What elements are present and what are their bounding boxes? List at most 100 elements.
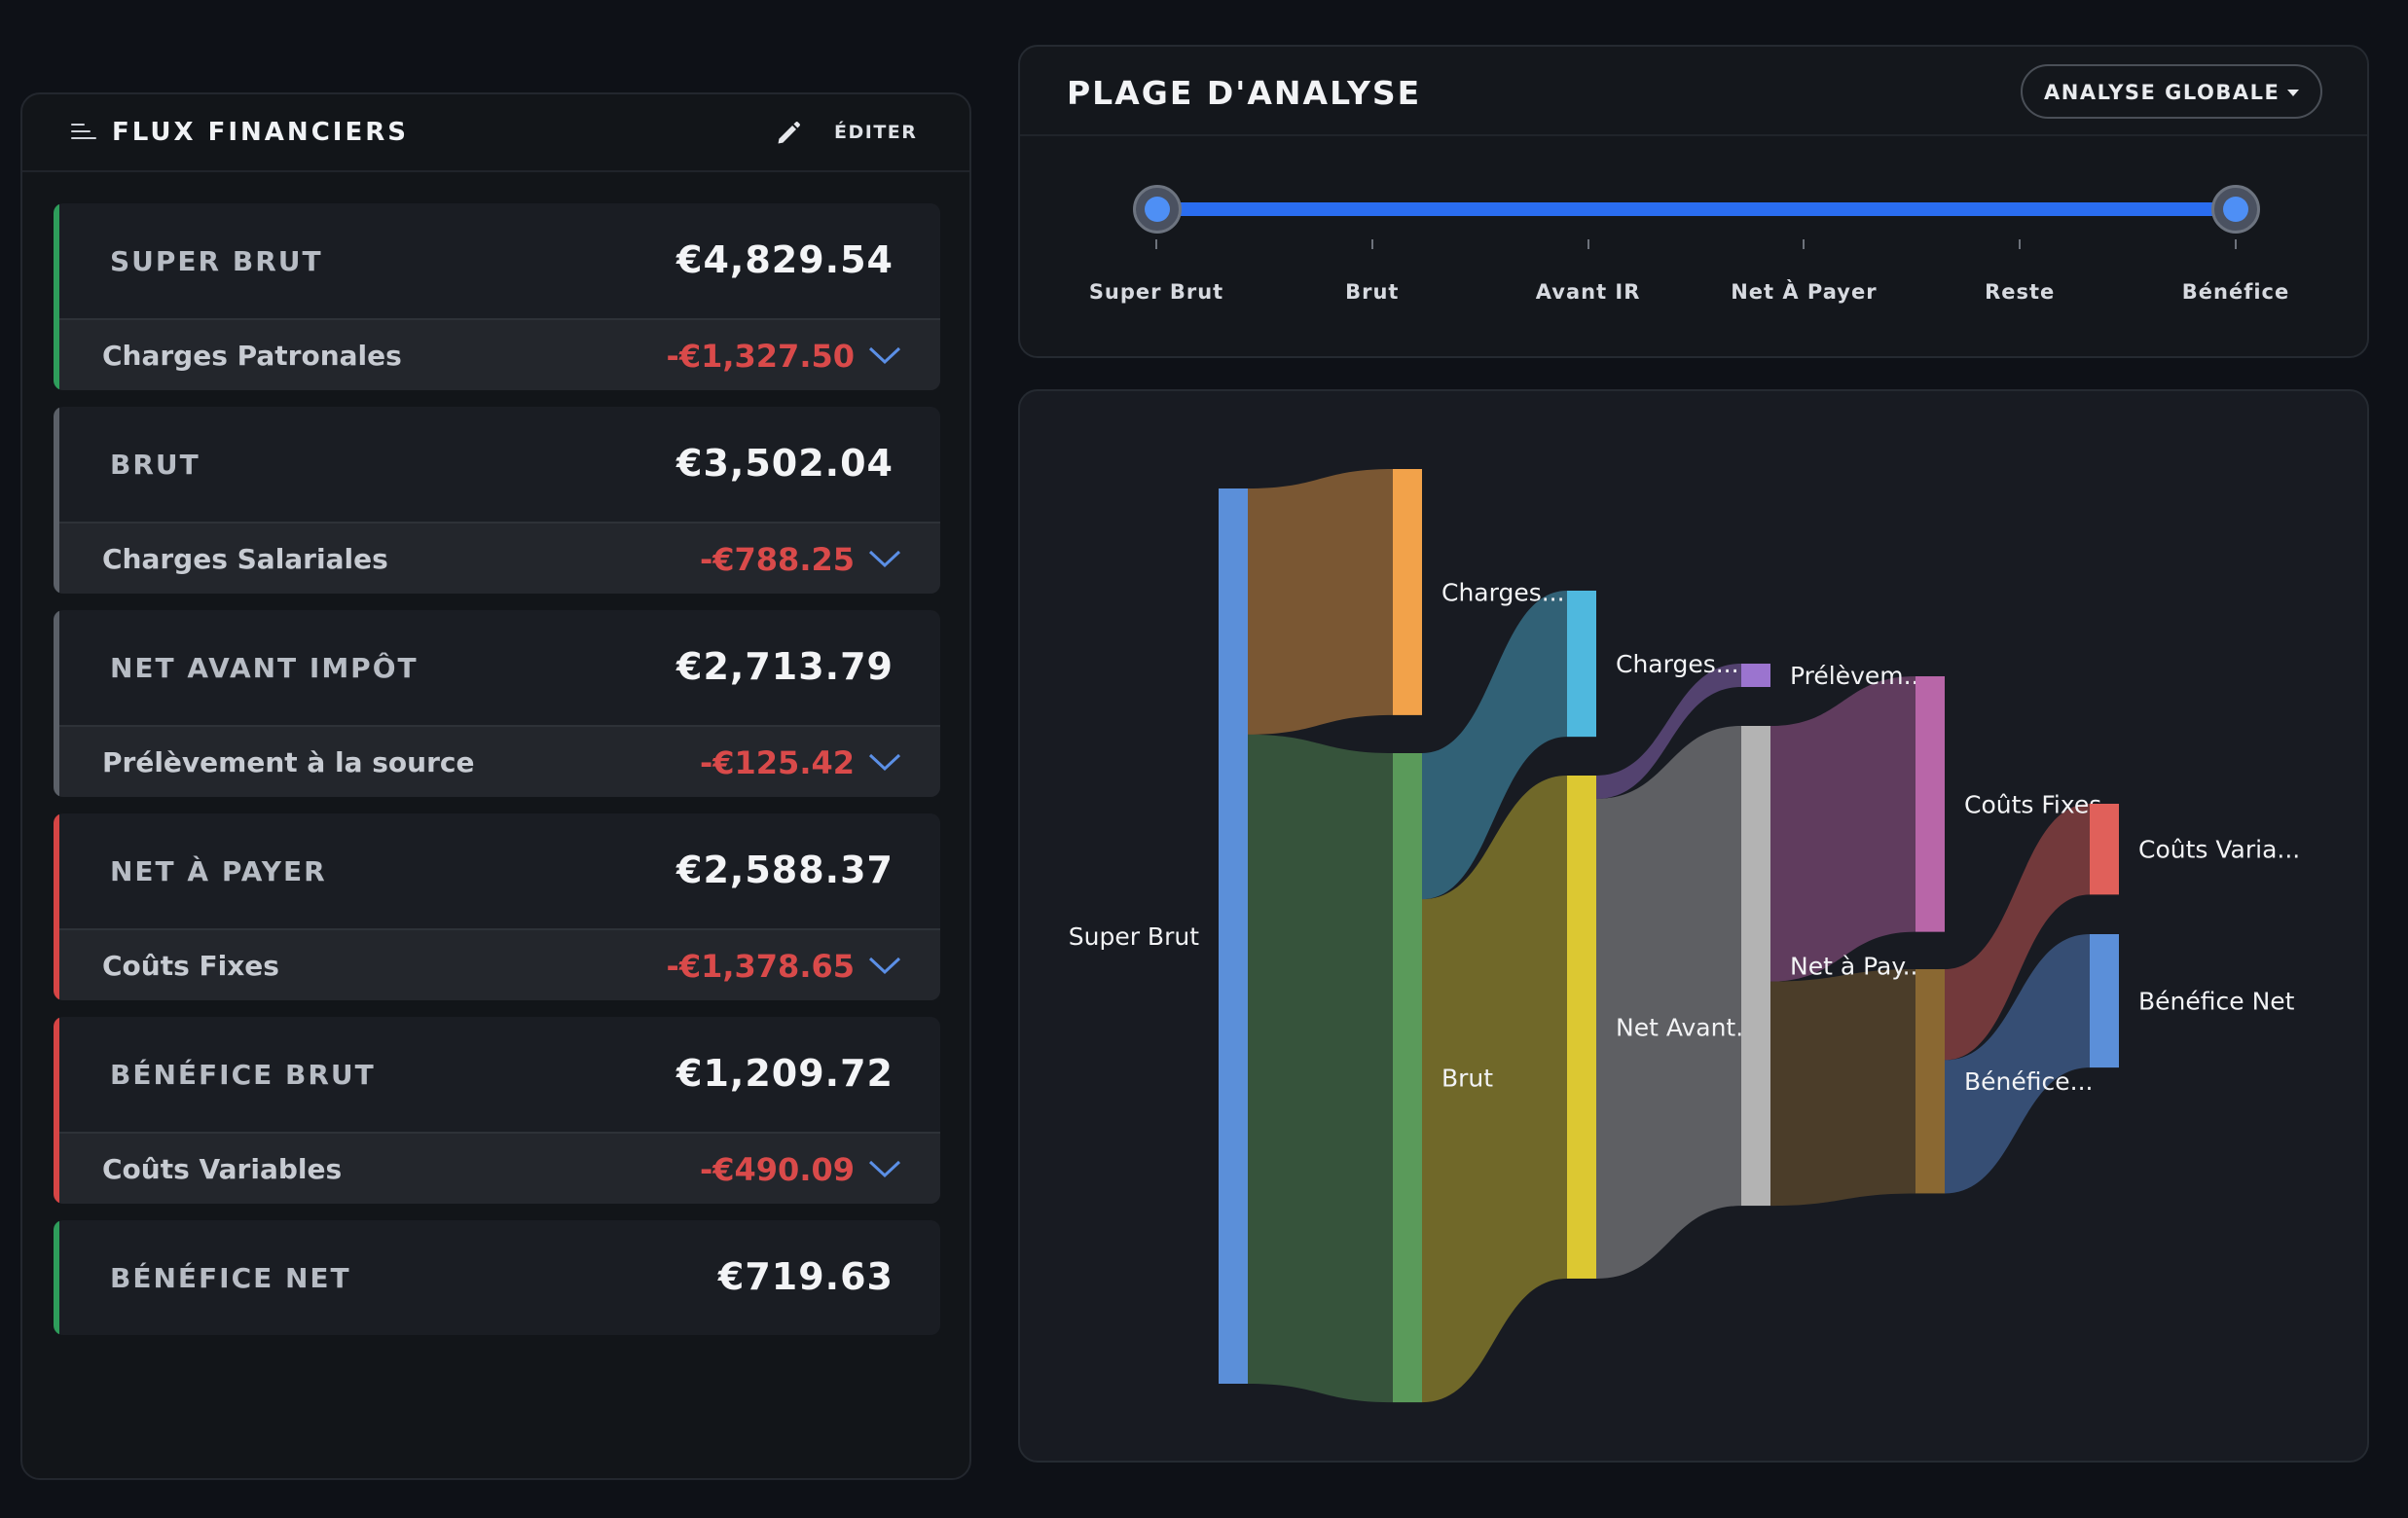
card-header: BÉNÉFICE NET €719.63 [59,1220,940,1335]
sankey-link[interactable] [1596,664,1741,799]
sankey-link[interactable] [1596,726,1741,1279]
sankey-node-label: Charges... [1616,650,1739,678]
slider-tick-label[interactable]: Avant IR [1535,280,1641,304]
sankey-node-couts-var[interactable] [2090,804,2119,895]
card-accent-bar [54,203,59,390]
chevron-down-icon[interactable] [868,549,901,568]
deduction-row[interactable]: Prélèvement à la source -€125.42 [59,725,940,797]
caret-down-icon [2287,90,2299,96]
card-label: BRUT [110,449,201,481]
sankey-node-net-payer[interactable] [1741,726,1770,1207]
deduction-label: Coûts Variables [102,1153,343,1185]
deduction-row[interactable]: Coûts Fixes -€1,378.65 [59,928,940,1000]
flow-card: SUPER BRUT €4,829.54 Charges Patronales … [54,203,940,390]
card-header: NET À PAYER €2,588.37 [59,813,940,928]
deduction-value: -€490.09 [699,1151,855,1188]
deduction-row[interactable]: Charges Patronales -€1,327.50 [59,318,940,390]
card-header: BÉNÉFICE BRUT €1,209.72 [59,1017,940,1132]
sankey-link[interactable] [1770,969,1915,1207]
sankey-node-couts-fixes[interactable] [1915,676,1945,932]
slider-tick [1587,239,1589,249]
chevron-down-icon[interactable] [868,752,901,772]
edit-button[interactable]: ÉDITER [834,122,918,143]
card-label: BÉNÉFICE NET [110,1262,351,1294]
card-header: NET AVANT IMPÔT €2,713.79 [59,610,940,725]
deduction-row[interactable]: Coûts Variables -€490.09 [59,1132,940,1204]
range-slider-track[interactable] [1156,202,2236,216]
range-slider-end-handle[interactable] [2211,185,2260,234]
sankey-link[interactable] [1248,734,1393,1403]
card-label: BÉNÉFICE BRUT [110,1059,376,1091]
pencil-icon[interactable] [775,120,802,147]
slider-tick-label[interactable]: Reste [1985,280,2056,304]
slider-tick-label[interactable]: Brut [1345,280,1400,304]
flux-panel-header: FLUX FINANCIERS ÉDITER [22,94,969,172]
deduction-label: Coûts Fixes [102,950,279,982]
sankey-link[interactable] [1945,804,2090,1061]
card-accent-bar [54,813,59,1000]
card-label: NET AVANT IMPÔT [110,652,419,684]
card-header: BRUT €3,502.04 [59,407,940,522]
sankey-node-net-avant[interactable] [1567,776,1596,1279]
sankey-node-label: Coûts Varia... [2138,836,2300,864]
flow-card: NET À PAYER €2,588.37 Coûts Fixes -€1,37… [54,813,940,1000]
sankey-node-brut[interactable] [1393,753,1422,1403]
deduction-label: Charges Salariales [102,543,388,575]
deduction-value: -€1,378.65 [666,948,855,985]
flow-card: BÉNÉFICE NET €719.63 [54,1220,940,1335]
slider-tick-label[interactable]: Bénéfice [2181,280,2290,304]
sankey-link[interactable] [1422,591,1567,900]
sankey-node-benefice[interactable] [1915,969,1945,1194]
flux-panel-title: FLUX FINANCIERS [112,118,409,147]
sankey-node-label: Brut [1441,1065,1493,1093]
card-value: €2,713.79 [676,645,894,688]
card-value: €1,209.72 [676,1052,894,1095]
sankey-node-super-brut[interactable] [1219,488,1248,1384]
deduction-label: Charges Patronales [102,340,402,372]
card-label: NET À PAYER [110,855,327,887]
sankey-link[interactable] [1422,776,1567,1403]
card-accent-bar [54,1220,59,1335]
sankey-node-label: Super Brut [1069,922,1199,951]
card-label: SUPER BRUT [110,245,323,277]
sankey-link[interactable] [1945,934,2090,1194]
range-slider-start-handle[interactable] [1133,185,1182,234]
sankey-link[interactable] [1248,469,1393,735]
analysis-mode-dropdown[interactable]: ANALYSE GLOBALE [2021,64,2322,119]
sankey-node-label: Net à Pay... [1790,953,1925,981]
slider-tick-label[interactable]: Super Brut [1088,280,1224,304]
chevron-down-icon[interactable] [868,956,901,975]
sankey-node-label: Bénéfice Net [2138,988,2295,1016]
slider-tick [1803,239,1806,249]
card-accent-bar [54,407,59,594]
sankey-node-label: Net Avant... [1616,1013,1759,1041]
flow-card: BRUT €3,502.04 Charges Salariales -€788.… [54,407,940,594]
plage-analyse-panel: PLAGE D'ANALYSE ANALYSE GLOBALE Super Br… [1018,45,2369,358]
slider-tick [1370,239,1373,249]
range-panel-header: PLAGE D'ANALYSE ANALYSE GLOBALE [1020,47,2367,136]
sankey-node-charges-pat[interactable] [1393,469,1422,715]
card-value: €719.63 [717,1255,894,1298]
chevron-down-icon[interactable] [868,345,901,365]
deduction-value: -€1,327.50 [666,338,855,375]
deduction-label: Prélèvement à la source [102,746,475,778]
card-value: €2,588.37 [676,849,894,891]
sankey-node-benefice-net[interactable] [2090,934,2119,1068]
flux-financiers-panel: FLUX FINANCIERS ÉDITER SUPER BRUT €4,829… [20,92,971,1480]
sankey-node-charges-sal[interactable] [1567,591,1596,738]
card-accent-bar [54,1017,59,1204]
sankey-node-label: Charges... [1441,578,1565,606]
sankey-node-label: Prélèvem... [1790,662,1926,690]
sankey-node-label: Coûts Fixes [1964,790,2101,818]
sankey-node-prelevement[interactable] [1741,664,1770,687]
card-accent-bar [54,610,59,797]
sankey-chart-panel: Super Brut Charges... Brut Charges... Net Av… [1018,389,2369,1463]
dropdown-label: ANALYSE GLOBALE [2044,81,2280,104]
sankey-chart: Super Brut Charges... Brut Charges... Net Av… [1069,469,2300,1403]
deduction-row[interactable]: Charges Salariales -€788.25 [59,522,940,594]
sankey-link[interactable] [1770,676,1915,982]
slider-tick-label[interactable]: Net À Payer [1731,280,1878,304]
chevron-down-icon[interactable] [868,1159,901,1178]
menu-lines-icon[interactable] [71,124,96,141]
card-value: €4,829.54 [676,238,894,281]
